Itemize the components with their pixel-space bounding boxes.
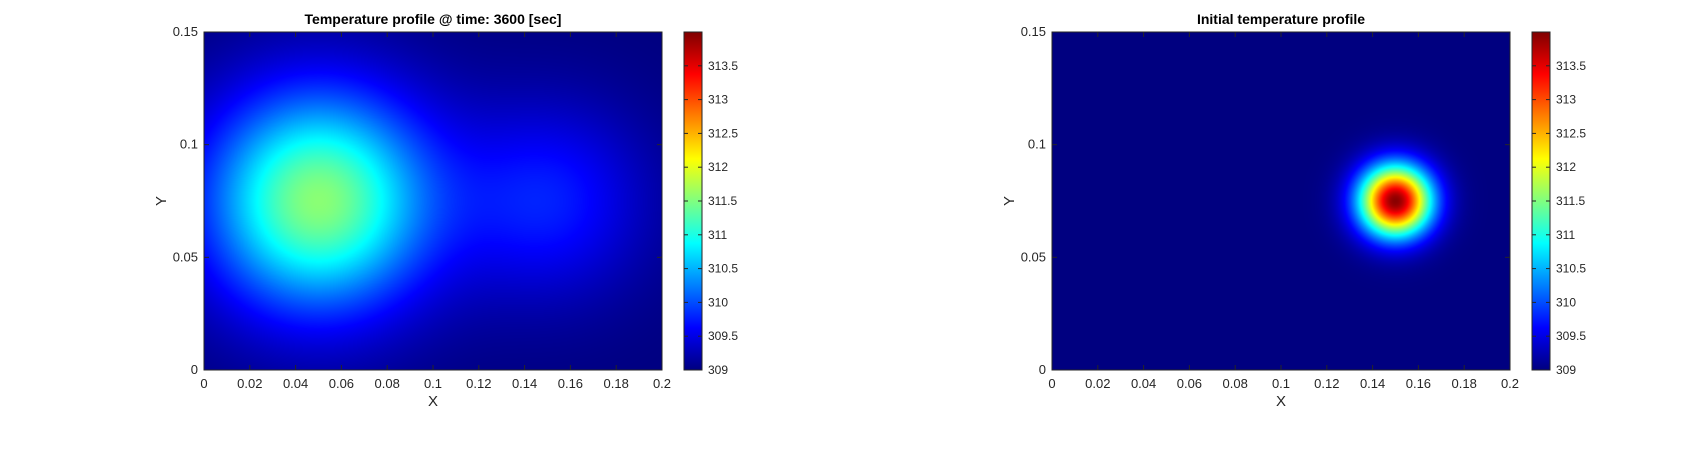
colorbar-tick-label: 312.5 bbox=[1556, 126, 1586, 140]
x-tick-label: 0.06 bbox=[1177, 376, 1202, 391]
colorbar bbox=[1532, 32, 1550, 370]
x-axis-label: X bbox=[1276, 393, 1286, 410]
colorbar-tick-label: 312 bbox=[1556, 160, 1576, 174]
x-tick-label: 0.1 bbox=[424, 376, 442, 391]
chart-title: Initial temperature profile bbox=[1197, 11, 1365, 27]
x-tick-label: 0.16 bbox=[558, 376, 583, 391]
y-tick-label: 0.05 bbox=[173, 249, 198, 264]
y-tick-label: 0.1 bbox=[180, 137, 198, 152]
x-tick-label: 0 bbox=[1048, 376, 1055, 391]
x-tick-label: 0.18 bbox=[1452, 376, 1477, 391]
colorbar-tick-label: 310 bbox=[708, 295, 728, 309]
colorbar-tick-label: 313 bbox=[1556, 93, 1576, 107]
colorbar-tick-label: 310.5 bbox=[708, 262, 738, 276]
colorbar-tick-label: 309.5 bbox=[708, 329, 738, 343]
y-tick-label: 0.15 bbox=[173, 24, 198, 39]
colorbar-tick-label: 311 bbox=[708, 228, 727, 242]
colorbar-tick-label: 311 bbox=[1556, 228, 1575, 242]
x-tick-label: 0.16 bbox=[1406, 376, 1431, 391]
x-tick-label: 0.08 bbox=[375, 376, 400, 391]
x-tick-label: 0.12 bbox=[466, 376, 491, 391]
y-tick-label: 0.15 bbox=[1021, 24, 1046, 39]
x-axis-label: X bbox=[428, 393, 438, 410]
colorbar-tick-label: 312 bbox=[708, 160, 728, 174]
chart-temperature-3600: 0 0.02 0.04 0.06 0.08 0.1 0.12 0.14 0.16 0.18 0.2 0… bbox=[153, 11, 738, 410]
x-tick-label: 0.04 bbox=[1131, 376, 1156, 391]
colorbar-tick-label: 310 bbox=[1556, 295, 1576, 309]
colorbar-tick-label: 313.5 bbox=[1556, 59, 1586, 73]
x-tick-label: 0.14 bbox=[1360, 376, 1385, 391]
chart-initial-temperature: 0 0.02 0.04 0.06 0.08 0.1 0.12 0.14 0.16 0.18 0.2 0… bbox=[1001, 11, 1586, 410]
y-tick-label: 0 bbox=[1039, 362, 1046, 377]
x-tick-label: 0.14 bbox=[512, 376, 537, 391]
colorbar-tick-label: 311.5 bbox=[708, 194, 737, 208]
colorbar-tick-label: 313 bbox=[708, 93, 728, 107]
x-tick-label: 0.08 bbox=[1223, 376, 1248, 391]
x-tick-label: 0.2 bbox=[1501, 376, 1519, 391]
x-tick-label: 0.18 bbox=[604, 376, 629, 391]
heatmap-image bbox=[204, 32, 662, 370]
y-axis-label: Y bbox=[153, 196, 170, 206]
colorbar-tick-label: 311.5 bbox=[1556, 194, 1585, 208]
x-tick-label: 0.04 bbox=[283, 376, 308, 391]
colorbar-tick-label: 313.5 bbox=[708, 59, 738, 73]
y-tick-label: 0 bbox=[191, 362, 198, 377]
colorbar-tick-label: 310.5 bbox=[1556, 262, 1586, 276]
y-axis-label: Y bbox=[1001, 196, 1018, 206]
colorbar bbox=[684, 32, 702, 370]
x-tick-label: 0 bbox=[200, 376, 207, 391]
x-tick-label: 0.06 bbox=[329, 376, 354, 391]
x-tick-label: 0.2 bbox=[653, 376, 671, 391]
colorbar-tick-label: 309 bbox=[1556, 363, 1576, 377]
x-tick-label: 0.1 bbox=[1272, 376, 1290, 391]
heatmap-image bbox=[1052, 32, 1510, 370]
y-tick-label: 0.05 bbox=[1021, 249, 1046, 264]
colorbar-tick-label: 312.5 bbox=[708, 126, 738, 140]
y-tick-label: 0.1 bbox=[1028, 137, 1046, 152]
chart-title: Temperature profile @ time: 3600 [sec] bbox=[305, 11, 562, 27]
x-tick-label: 0.02 bbox=[1085, 376, 1110, 391]
colorbar-tick-label: 309.5 bbox=[1556, 329, 1586, 343]
x-tick-label: 0.02 bbox=[237, 376, 262, 391]
x-tick-label: 0.12 bbox=[1314, 376, 1339, 391]
colorbar-tick-label: 309 bbox=[708, 363, 728, 377]
